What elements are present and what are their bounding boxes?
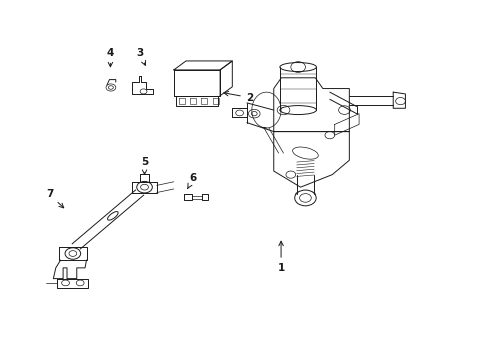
Circle shape — [137, 181, 152, 193]
Circle shape — [294, 190, 316, 206]
Text: 5: 5 — [141, 157, 148, 174]
Text: 3: 3 — [136, 48, 145, 65]
Circle shape — [65, 248, 81, 259]
Ellipse shape — [107, 212, 118, 220]
Text: 7: 7 — [46, 189, 63, 208]
Ellipse shape — [295, 191, 315, 198]
Text: 4: 4 — [106, 48, 114, 67]
Text: 6: 6 — [187, 173, 197, 189]
Text: 1: 1 — [277, 241, 284, 273]
Text: 2: 2 — [224, 91, 252, 103]
Ellipse shape — [279, 63, 316, 72]
